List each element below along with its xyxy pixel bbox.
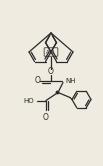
Text: O: O [48, 67, 54, 76]
Text: O: O [43, 113, 49, 122]
Text: HO: HO [23, 97, 34, 103]
FancyBboxPatch shape [44, 48, 58, 56]
Text: O: O [35, 76, 41, 85]
Text: Ab9: Ab9 [46, 50, 56, 55]
Text: NH: NH [65, 78, 75, 83]
